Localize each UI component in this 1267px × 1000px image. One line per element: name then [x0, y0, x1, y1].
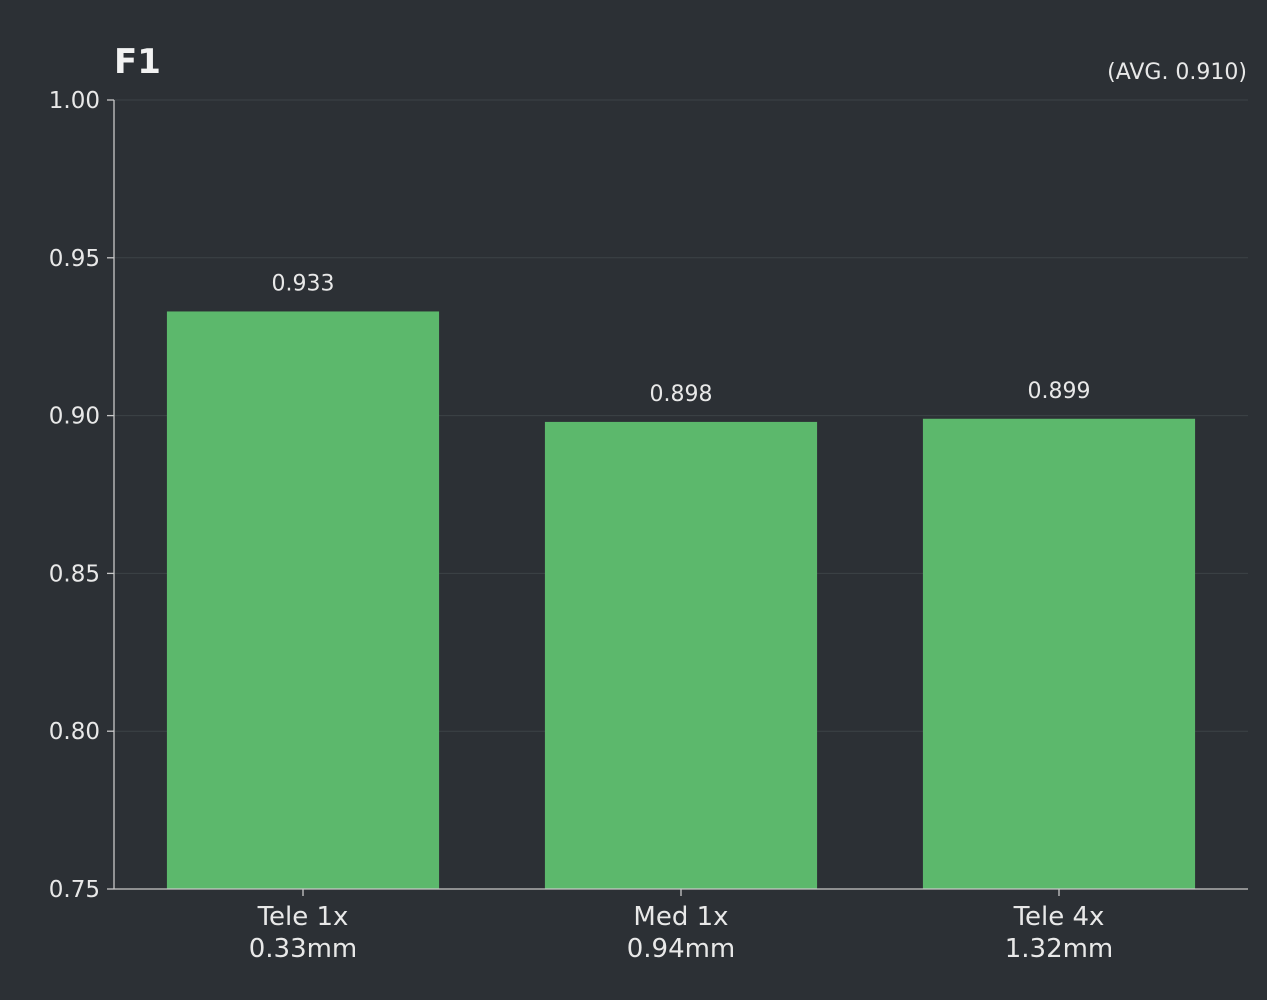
- bar: [544, 421, 818, 889]
- y-tick-label: 0.85: [49, 561, 100, 587]
- x-tick-label: Med 1x: [633, 902, 728, 932]
- average-annotation: (AVG. 0.910): [1107, 60, 1247, 85]
- x-tick-label: Tele 4x: [1013, 902, 1105, 932]
- y-tick-label: 0.80: [49, 719, 100, 745]
- y-tick-label: 0.95: [49, 246, 100, 272]
- x-tick-label: 0.33mm: [249, 934, 358, 964]
- x-tick-label: Tele 1x: [257, 902, 349, 932]
- data-label: 0.933: [272, 271, 335, 296]
- y-axis-ticks: 0.75 0.80 0.85 0.90 0.95 1.00: [49, 88, 114, 903]
- data-labels: 0.933 0.898 0.899: [272, 271, 1091, 406]
- bars: [166, 311, 1196, 889]
- chart-title: F1: [114, 42, 161, 82]
- data-label: 0.899: [1028, 379, 1091, 404]
- bar: [166, 311, 440, 889]
- x-axis-ticks: Tele 1x0.33mm Med 1x0.94mm Tele 4x1.32mm: [249, 889, 1114, 964]
- data-label: 0.898: [650, 382, 713, 407]
- y-tick-label: 0.90: [49, 404, 100, 430]
- x-tick-label: 1.32mm: [1005, 934, 1114, 964]
- x-tick-label: 0.94mm: [627, 934, 736, 964]
- y-tick-label: 0.75: [49, 877, 100, 903]
- bar: [922, 418, 1196, 889]
- y-tick-label: 1.00: [49, 88, 100, 114]
